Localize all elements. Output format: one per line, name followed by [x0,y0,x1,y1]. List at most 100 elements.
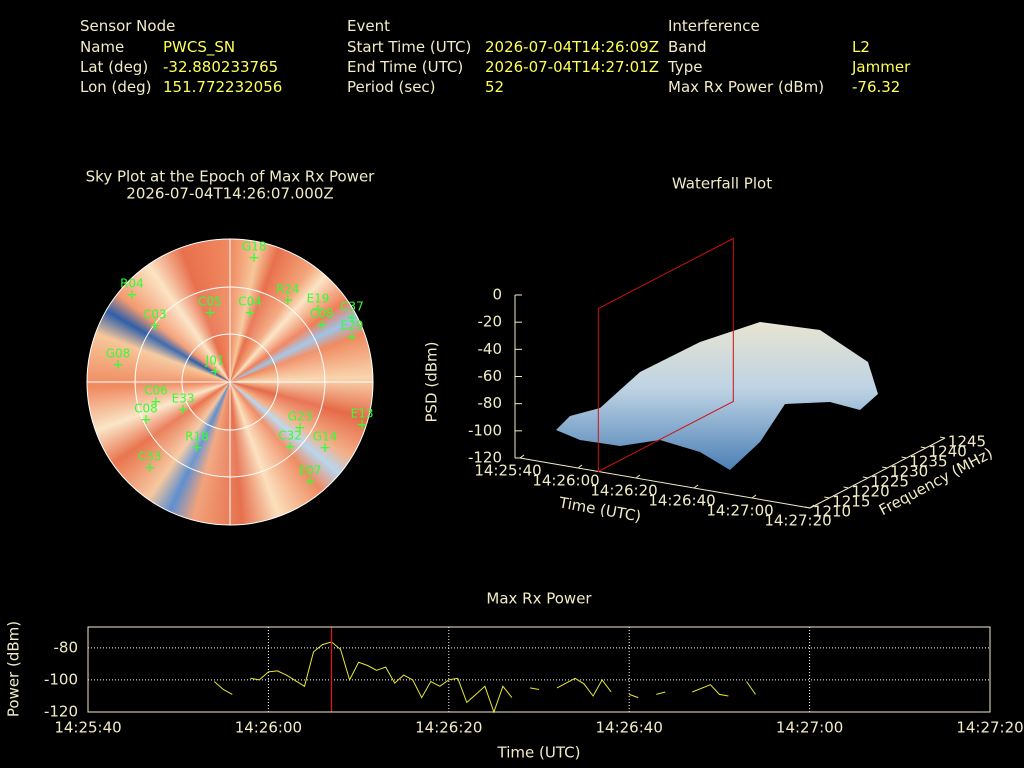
section-title: Sensor Node [80,17,176,35]
satellite-marker: + [319,440,331,456]
line-layer: 14:25:40 14:26:00 14:26:20 14:26:40 14:27:00… [44,627,1024,737]
x-tick-label: 14:26:20 [590,482,657,500]
satellite-marker: + [244,305,256,321]
y-tick-label: 1220 [851,483,889,501]
satellite-label: C05 [198,295,222,309]
z-tick-label: -40 [478,340,503,358]
field-label: Band [668,38,707,56]
satellite-marker: + [284,439,296,455]
satellite-label: C32 [278,429,302,443]
x-tick-label: 14:25:40 [474,462,541,480]
satellite-label: R18 [185,430,209,444]
epoch-plane [597,237,734,473]
satellite-marker: + [356,417,368,433]
y-tick-label: -100 [44,670,78,688]
satellite-label: E07 [299,463,322,477]
satellite-marker: + [191,440,203,456]
field-label: Lat (deg) [80,58,149,76]
chart-title: Sky Plot at the Epoch of Max Rx Power [86,168,376,186]
z-tick-label: -60 [478,367,503,385]
x-tick-label: 14:26:40 [596,719,663,737]
x-tick [519,454,525,459]
field-label: Type [668,58,703,76]
y-tick-label: 1245 [948,433,986,451]
plot-frame [87,626,991,713]
y-tick-label: 1215 [832,493,870,511]
satellite-marker: + [248,250,260,266]
satellite-marker: + [204,305,216,321]
field-value: -32.880233765 [163,58,279,76]
field-value: L2 [852,38,870,56]
z-tick-label: 0 [492,286,502,304]
field-value: 52 [485,78,505,96]
z-tick-label: -20 [478,313,503,331]
x-tick-label: 14:26:00 [235,719,302,737]
field-value: -76.32 [852,78,901,96]
satellite-label: R04 [120,276,144,290]
chart-subtitle: 2026-07-04T14:26:07.000Z [126,185,333,203]
satellite-label: E29 [341,319,364,333]
satellite-label: C33 [138,449,162,463]
satellite-marker: + [346,329,358,345]
sky-rings [86,238,374,526]
x-axis-label: Time (UTC) [497,744,581,762]
satellite-marker: + [312,302,324,318]
y-axis-label: Power (dBm) [5,621,23,717]
x-tick [693,484,699,489]
z-tick-label: -100 [468,421,502,439]
satellite-label: G08 [106,347,131,361]
y-tick [939,436,946,439]
satellite-label: C06 [144,383,168,397]
satellite-label: R24 [276,282,300,296]
satellite-label: E19 [307,291,330,305]
satellite-marker: + [209,364,221,380]
satellite-marker: + [126,287,138,303]
x-tick [751,494,757,499]
satellite-label: C03 [143,307,167,321]
field-label: Max Rx Power (dBm) [668,78,825,96]
field-label: End Time (UTC) [347,58,464,76]
z-tick-label: -120 [468,449,502,467]
satellite-label: C08 [134,401,158,415]
field-value: 2026-07-04T14:27:01Z [485,58,659,76]
y-tick [824,496,830,499]
x-tick [809,504,815,509]
sky-layer: +G18+R04+R24+E19+C37+E29+C08+C05+C04+C03… [106,239,374,490]
satellite-label: C04 [238,295,262,309]
y-axis [809,437,946,509]
z-axis-label: PSD (dBm) [423,341,441,422]
satellite-marker: + [112,357,124,373]
chart-title: Waterfall Plot [672,175,772,193]
power-line [213,641,756,714]
satellite-label: E13 [351,406,374,420]
satellite-label: G18 [242,239,267,253]
y-tick-label: -120 [44,703,78,721]
satellite-marker: + [316,317,328,333]
x-tick-label: 14:25:40 [54,719,121,737]
y-tick-label: -80 [54,638,79,656]
field-label: Name [80,38,125,56]
satellite-label: E33 [172,391,195,405]
satellite-marker: + [150,394,162,410]
y-tick [901,456,907,459]
satellite-label: G14 [313,430,338,444]
y-tick-label: 1225 [871,473,909,491]
satellite-marker: + [144,460,156,476]
satellite-marker: + [177,402,189,418]
field-value: 151.772232056 [163,78,283,96]
waterfall-layer: 0-20-40-60-80-100-12014:25:4014:26:0014:… [468,237,986,530]
field-value: PWCS_SN [163,38,236,56]
x-tick-label: 14:27:20 [764,512,831,530]
x-axis [519,457,811,509]
field-label: Start Time (UTC) [347,38,472,56]
y-tick [920,446,926,449]
satellite-label: G23 [288,409,313,423]
psd-surface [556,322,878,470]
y-tick-label: 1210 [813,503,851,521]
x-tick-label: 14:26:00 [532,472,599,490]
satellite-marker: + [282,292,294,308]
section-title: Interference [668,17,760,35]
field-label: Lon (deg) [80,78,152,96]
satellite-marker: + [346,310,358,326]
